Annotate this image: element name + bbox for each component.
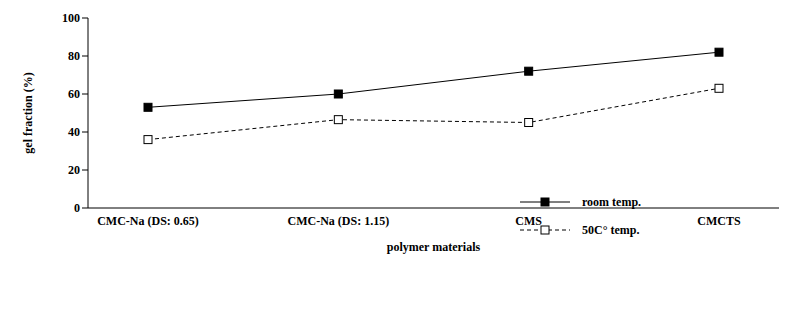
svg-text:40: 40 (68, 125, 80, 139)
html-text:room temp.: room temp. (582, 194, 642, 209)
svg-text:60: 60 (68, 87, 80, 101)
svg-text:20: 20 (68, 163, 80, 177)
svg-text:CMS: CMS (515, 214, 542, 228)
svg-text:100: 100 (62, 11, 80, 25)
svg-text:CMC-Na (DS: 0.65): CMC-Na (DS: 0.65) (97, 214, 199, 228)
svg-text:80: 80 (68, 49, 80, 63)
svg-text:CMC-Na (DS: 1.15): CMC-Na (DS: 1.15) (288, 214, 390, 228)
svg-text:polymer materials: polymer materials (387, 240, 481, 254)
svg-text:CMCTS: CMCTS (697, 214, 741, 228)
html-text:50C° temp.: 50C° temp. (582, 222, 640, 237)
svg-text:0: 0 (74, 201, 80, 215)
svg-text:gel fraction (%): gel fraction (%) (21, 72, 35, 153)
